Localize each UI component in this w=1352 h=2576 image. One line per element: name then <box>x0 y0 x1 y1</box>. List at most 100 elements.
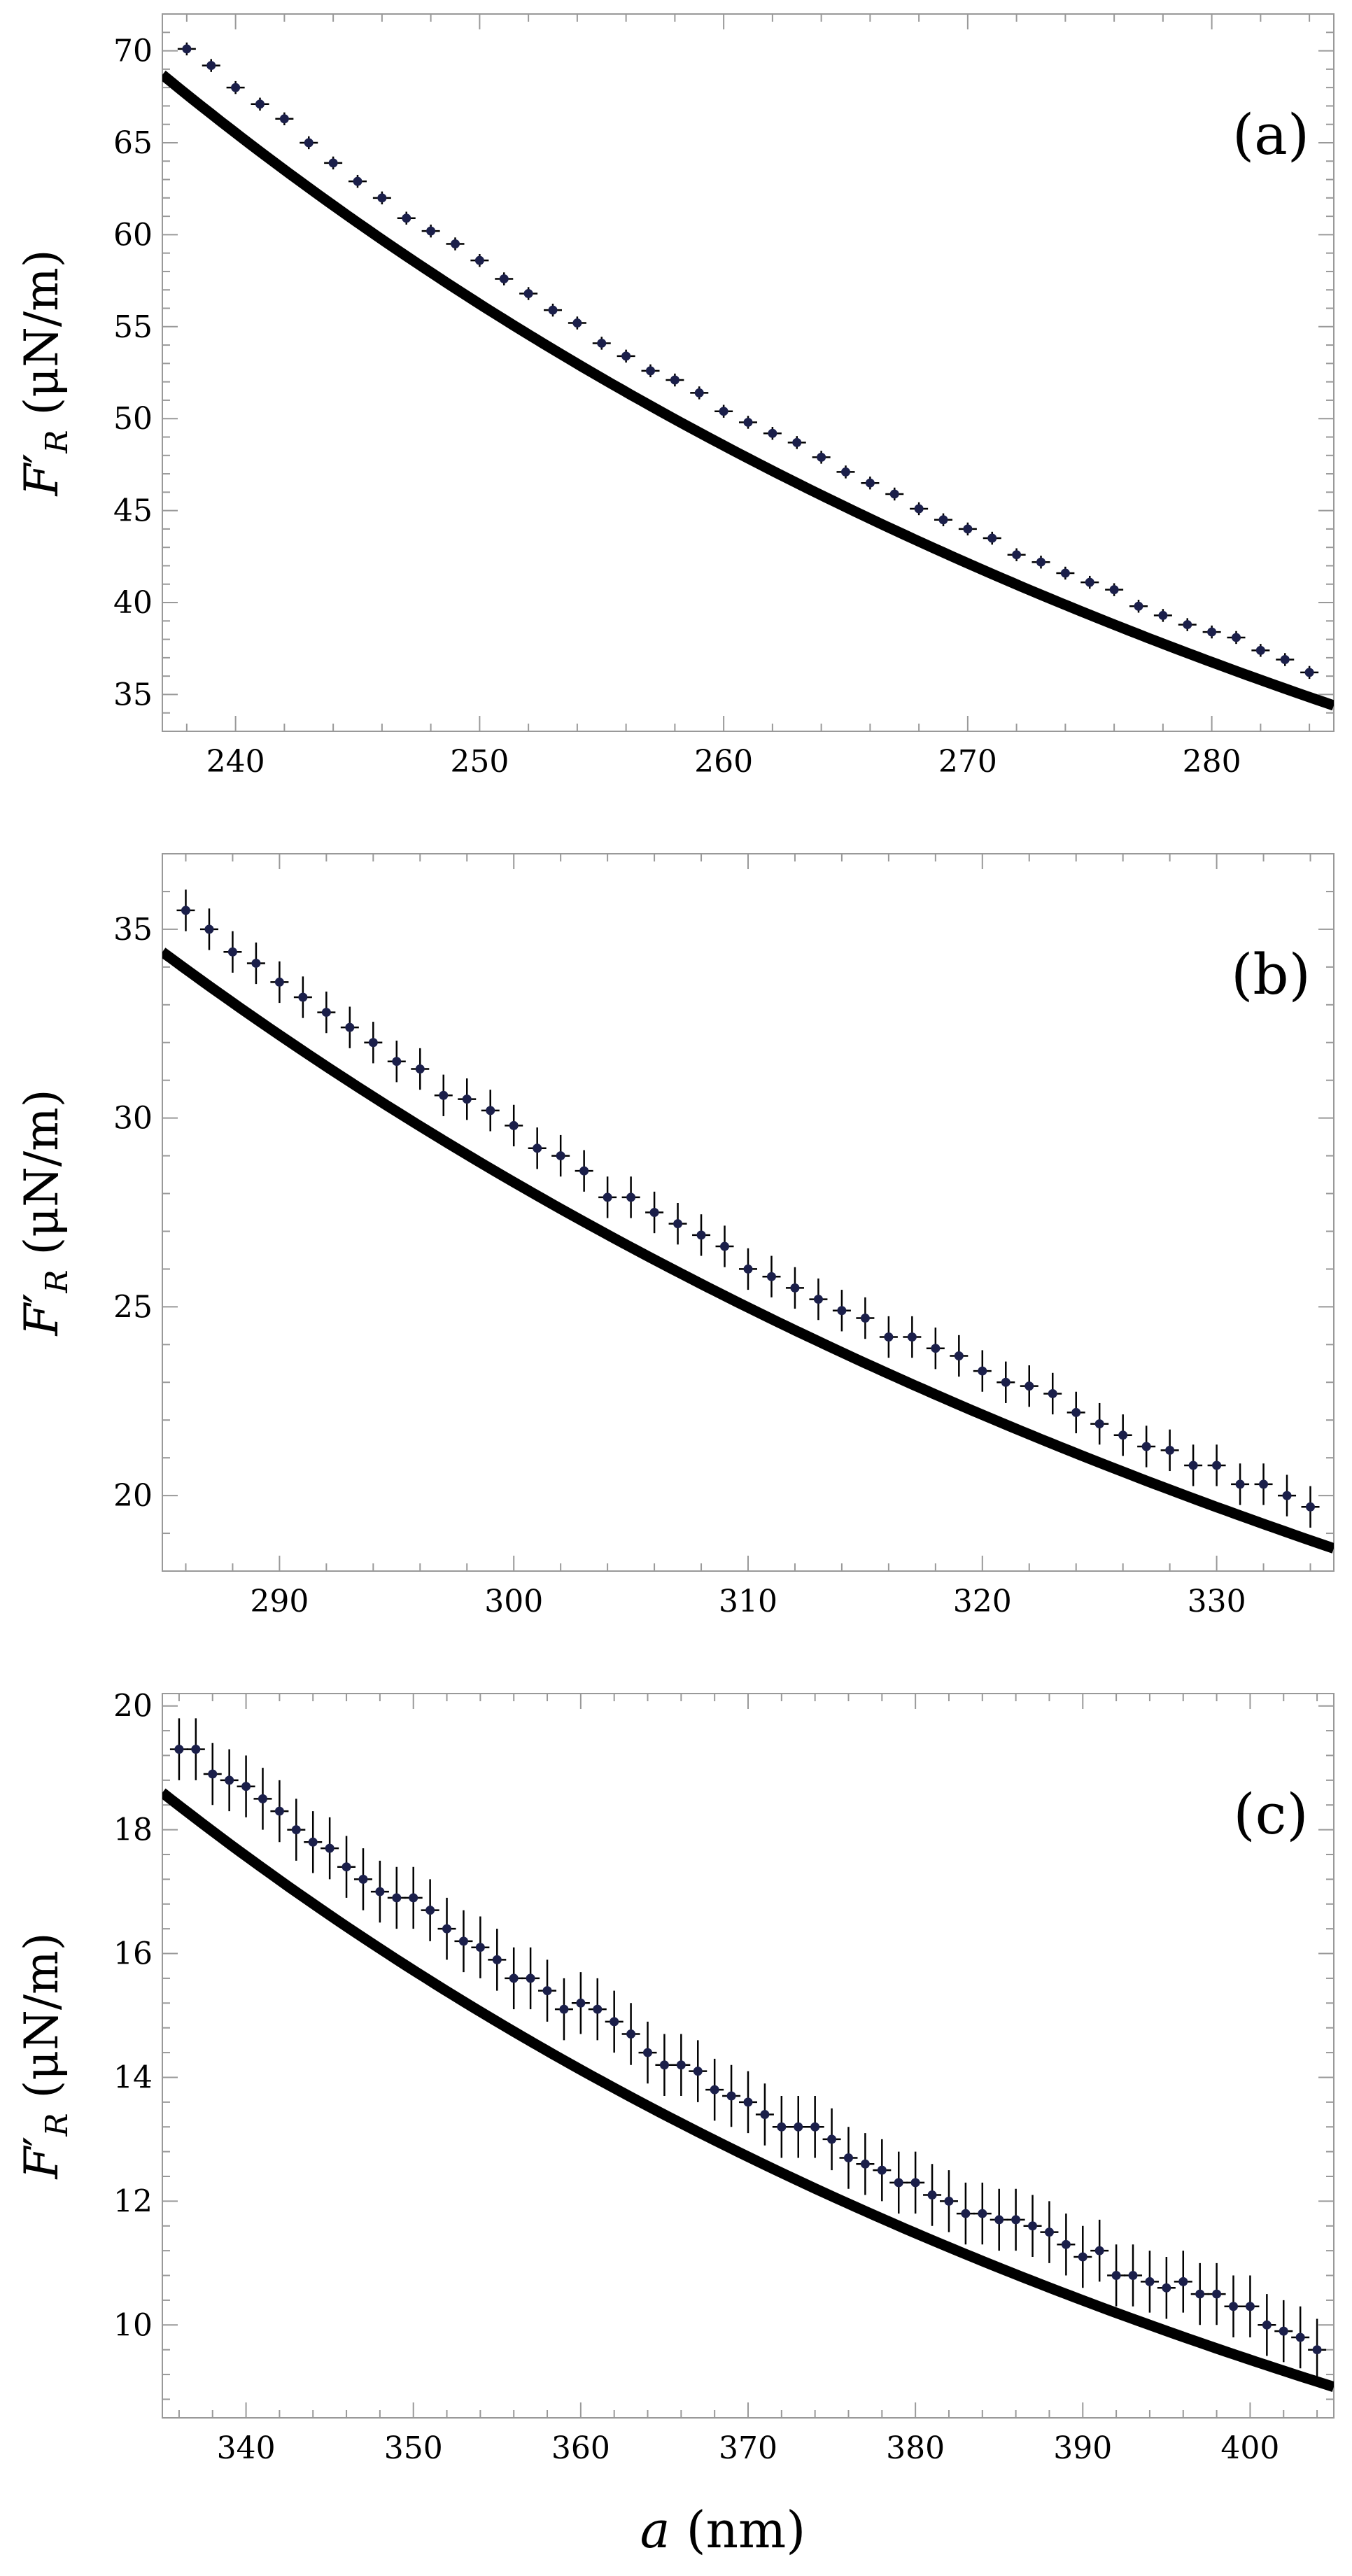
data-point <box>910 502 929 516</box>
data-marker <box>726 2091 736 2101</box>
data-marker <box>944 2196 954 2206</box>
data-point <box>832 1290 851 1332</box>
data-marker <box>646 366 655 376</box>
data-point <box>879 1316 898 1358</box>
data-point <box>1031 556 1050 569</box>
data-point <box>1231 1463 1250 1505</box>
data-marker <box>837 1306 847 1316</box>
data-marker <box>1111 2271 1121 2281</box>
data-marker <box>877 2165 887 2175</box>
y-axis-label-subscript: R <box>39 430 75 454</box>
data-marker <box>827 2134 837 2144</box>
data-point <box>1105 583 1124 596</box>
data-point <box>495 272 514 286</box>
data-marker <box>1212 2289 1222 2299</box>
data-marker <box>182 44 192 54</box>
data-point <box>226 80 245 94</box>
x-tick-label: 350 <box>384 2430 443 2466</box>
data-point <box>1090 2219 1109 2282</box>
data-marker <box>1162 2283 1171 2293</box>
data-point <box>324 156 343 170</box>
plot-frame <box>162 13 1335 732</box>
data-point <box>317 991 336 1034</box>
data-point <box>270 961 289 1004</box>
y-tick-label: 20 <box>113 1478 153 1514</box>
data-point <box>521 1947 540 2010</box>
data-marker <box>556 1151 565 1161</box>
data-marker <box>927 2190 937 2200</box>
data-point <box>223 931 242 973</box>
data-marker <box>377 193 387 203</box>
data-point <box>1301 1486 1320 1528</box>
data-marker <box>994 2215 1004 2225</box>
data-marker <box>208 1769 218 1779</box>
data-marker <box>509 1120 519 1130</box>
data-marker <box>204 924 214 934</box>
y-axis-label-symbol: F <box>15 462 69 496</box>
data-marker <box>649 1208 659 1217</box>
data-point <box>1090 1402 1109 1445</box>
y-axis-label-symbol: F <box>15 2145 69 2179</box>
y-axis-label: F′R (μN/m) <box>15 1090 75 1337</box>
data-point <box>488 1929 507 1991</box>
data-point <box>666 373 684 387</box>
data-marker <box>889 489 899 499</box>
data-marker <box>843 2153 853 2162</box>
data-point <box>387 1041 406 1083</box>
y-tick-label: 20 <box>113 1689 153 1724</box>
data-marker <box>766 1272 776 1281</box>
data-point <box>873 2139 892 2202</box>
data-point <box>983 531 1001 545</box>
data-point <box>1291 2306 1310 2369</box>
data-marker <box>670 375 679 385</box>
data-marker <box>368 1038 378 1048</box>
data-point <box>551 1134 570 1177</box>
y-axis-label: F′R (μN/m) <box>15 1933 75 2180</box>
data-point <box>1007 548 1026 561</box>
data-marker <box>227 947 237 957</box>
data-point <box>275 112 294 126</box>
data-marker <box>593 2004 603 2014</box>
data-marker <box>1001 1377 1011 1387</box>
data-marker <box>1060 568 1070 578</box>
data-point <box>505 1947 523 2010</box>
data-marker <box>442 1924 452 1934</box>
data-point <box>739 1248 757 1290</box>
data-marker <box>533 1143 542 1153</box>
y-tick-label: 70 <box>113 34 153 69</box>
data-point <box>372 191 391 205</box>
x-tick-label: 390 <box>1053 2430 1112 2466</box>
data-marker <box>938 515 948 525</box>
x-axis-label-symbol: a <box>640 2500 670 2559</box>
data-point <box>251 97 269 111</box>
data-marker <box>341 1862 351 1872</box>
y-axis-label-subscript: R <box>39 1270 75 1294</box>
data-point <box>762 1255 781 1297</box>
data-point <box>885 487 904 501</box>
y-tick-label: 60 <box>113 217 153 253</box>
data-point <box>353 1848 372 1910</box>
y-axis-label-prime: ′ <box>15 453 69 464</box>
x-tick-label: 330 <box>1188 1584 1246 1619</box>
data-point <box>923 2164 942 2226</box>
data-marker <box>402 213 411 223</box>
data-point <box>337 1836 356 1898</box>
data-point <box>705 2058 724 2121</box>
data-marker <box>492 1955 502 1964</box>
data-marker <box>710 2085 719 2095</box>
data-point <box>956 2182 975 2245</box>
data-point <box>421 1879 439 1941</box>
data-marker <box>696 1230 706 1240</box>
data-point <box>364 1022 383 1064</box>
data-point <box>1224 2275 1243 2337</box>
data-marker <box>1141 1442 1151 1451</box>
x-tick-label: 250 <box>450 744 509 780</box>
data-point <box>304 1811 323 1873</box>
data-marker <box>1109 585 1119 595</box>
data-point <box>1066 1391 1085 1434</box>
data-point <box>763 427 782 440</box>
data-marker <box>1306 1502 1316 1512</box>
x-tick-label: 310 <box>719 1584 777 1619</box>
data-point <box>237 1755 255 1817</box>
data-marker <box>181 906 190 915</box>
